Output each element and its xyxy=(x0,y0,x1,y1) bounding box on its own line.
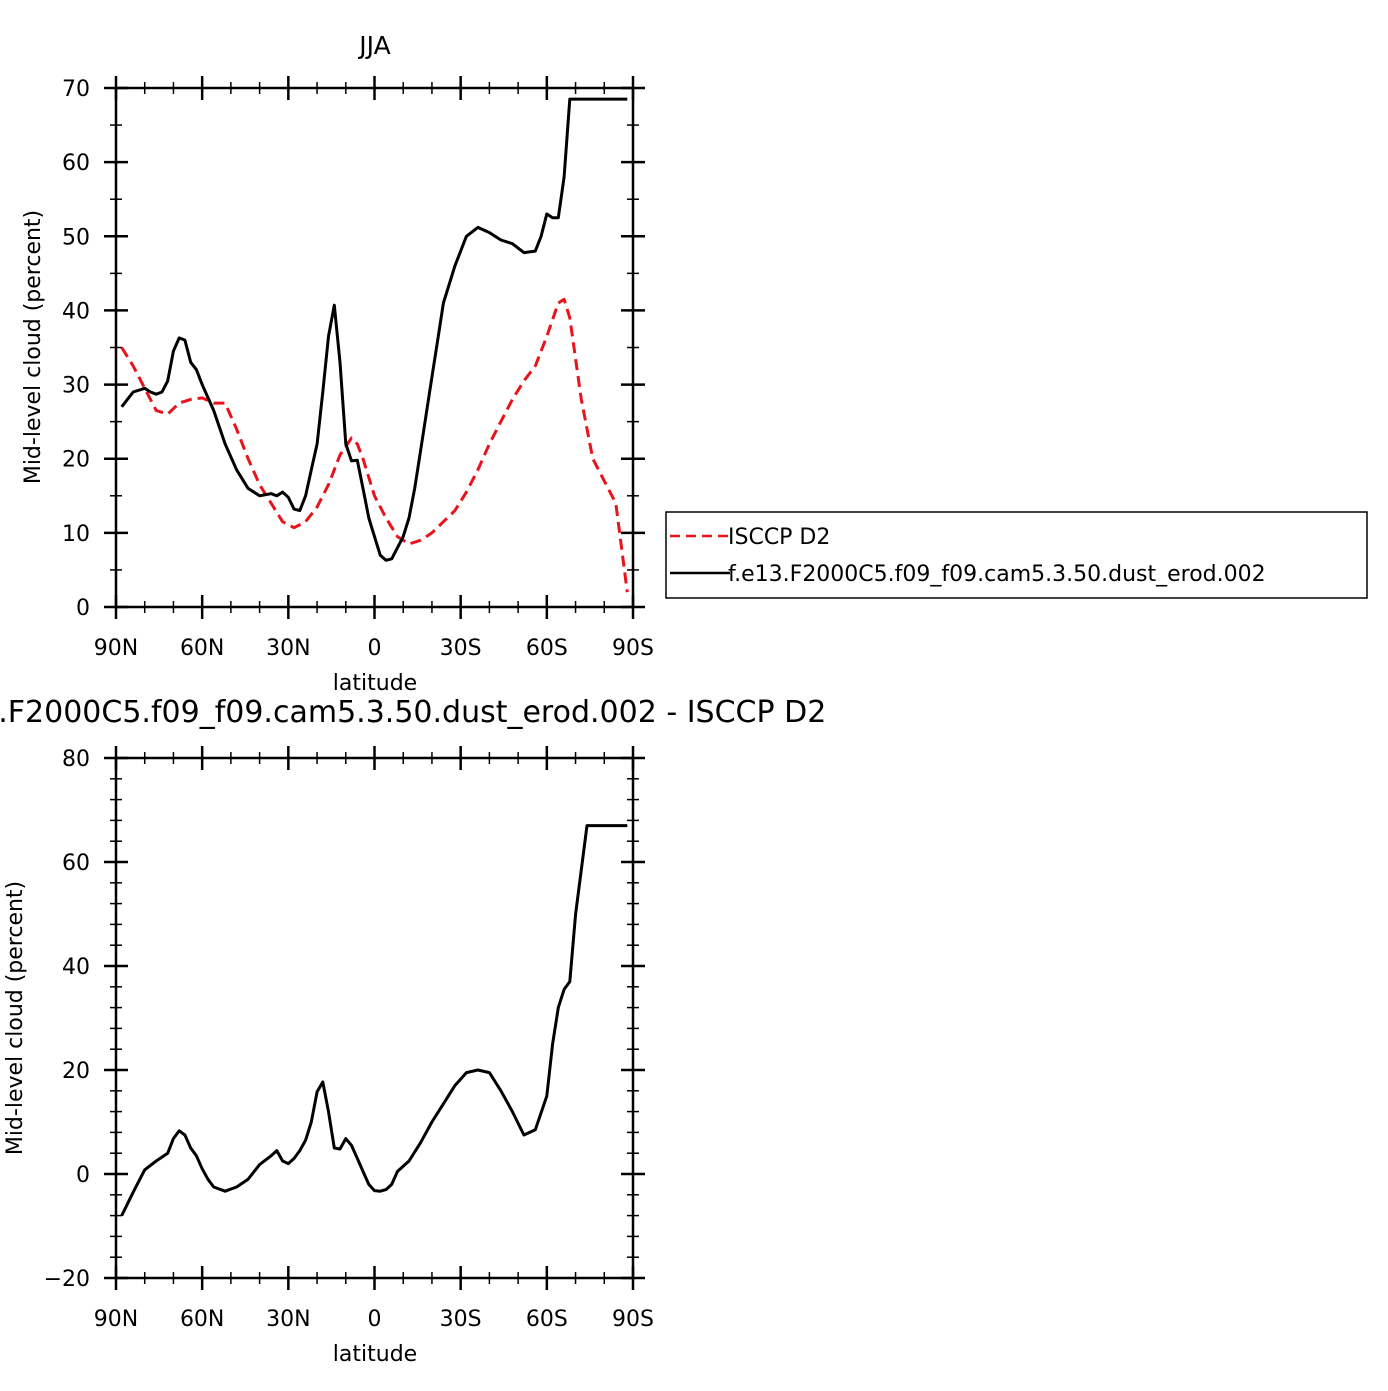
x-tick-label: 30S xyxy=(440,1307,482,1332)
plot-frame xyxy=(114,756,635,1280)
plot-frame xyxy=(114,86,635,609)
y-axis-label: Mid-level cloud (percent) xyxy=(21,210,46,484)
y-tick-label: 0 xyxy=(76,1163,90,1188)
y-tick-label: 30 xyxy=(62,374,90,399)
y-tick-label: 20 xyxy=(62,1059,90,1084)
legend-label-isccp: ISCCP D2 xyxy=(728,525,830,550)
x-tick-label: 30S xyxy=(440,636,482,661)
series-line-0 xyxy=(120,297,629,593)
y-tick-labels: 0 10 20 30 40 50 60 70 xyxy=(62,77,90,621)
x-tick-label: 30N xyxy=(266,1307,310,1332)
x-tick-label: 0 xyxy=(368,636,382,661)
y-tick-label: −20 xyxy=(44,1267,90,1292)
x-tick-label: 90N xyxy=(94,636,138,661)
legend-label-model: f.e13.F2000C5.f09_f09.cam5.3.50.dust_ero… xyxy=(728,562,1266,587)
chart-title: f.e13.F2000C5.f09_f09.cam5.3.50.dust_ero… xyxy=(0,695,826,730)
x-tick-label: 90N xyxy=(94,1307,138,1332)
x-axis-label: latitude xyxy=(333,671,417,696)
x-tick-label: 60S xyxy=(526,1307,568,1332)
x-tick-labels: 90N 60N 30N 0 30S 60S 90S xyxy=(94,636,654,661)
series-line-1 xyxy=(120,97,628,562)
legend-box xyxy=(665,511,1368,599)
y-tick-label: 50 xyxy=(62,225,90,250)
y-tick-label: 80 xyxy=(62,747,90,772)
y-tick-label: 0 xyxy=(76,596,90,621)
y-tick-labels: −20 0 20 40 60 80 xyxy=(44,747,90,1292)
y-axis-label: Mid-level cloud (percent) xyxy=(3,881,28,1155)
y-tick-label: 60 xyxy=(62,151,90,176)
series-lines xyxy=(120,97,629,593)
y-tick-label: 40 xyxy=(62,299,90,324)
y-tick-label: 40 xyxy=(62,955,90,980)
chart-difference: f.e13.F2000C5.f09_f09.cam5.3.50.dust_ero… xyxy=(0,695,826,1367)
y-tick-label: 60 xyxy=(62,851,90,876)
x-tick-label: 30N xyxy=(266,636,310,661)
tick-marks xyxy=(104,746,645,1290)
x-tick-label: 60S xyxy=(526,636,568,661)
y-tick-label: 20 xyxy=(62,448,90,473)
x-axis-label: latitude xyxy=(333,1342,417,1367)
y-tick-label: 70 xyxy=(62,77,90,102)
series-line-0 xyxy=(120,824,628,1217)
x-tick-labels: 90N 60N 30N 0 30S 60S 90S xyxy=(94,1307,654,1332)
x-tick-label: 60N xyxy=(180,1307,224,1332)
series-lines xyxy=(120,824,628,1217)
legend: ISCCP D2 f.e13.F2000C5.f09_f09.cam5.3.50… xyxy=(665,511,1368,599)
chart-title: JJA xyxy=(357,31,390,60)
chart-seasonal-mean: JJA latitude Mid-level cloud (percent) 9… xyxy=(21,31,1368,696)
x-tick-label: 90S xyxy=(612,636,654,661)
y-tick-label: 10 xyxy=(62,522,90,547)
x-tick-label: 0 xyxy=(368,1307,382,1332)
x-tick-label: 90S xyxy=(612,1307,654,1332)
x-tick-label: 60N xyxy=(180,636,224,661)
